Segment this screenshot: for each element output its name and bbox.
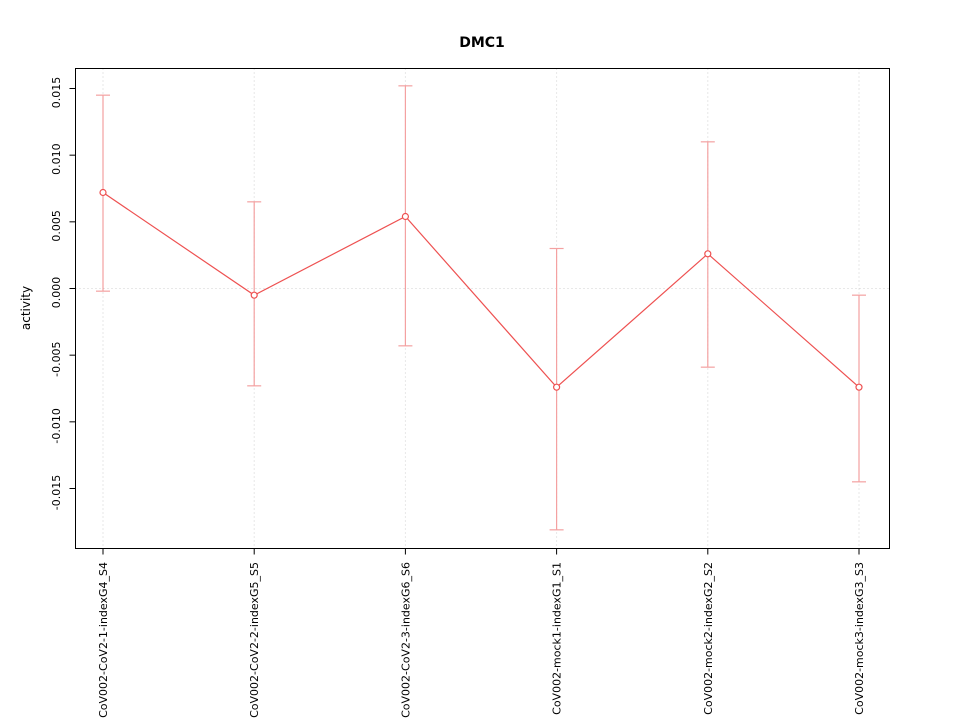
svg-text:0.015: 0.015 [50,77,63,109]
series-line [102,192,860,389]
svg-text:0.000: 0.000 [50,277,63,309]
plot-border [75,68,890,549]
axis-ticks [69,88,860,555]
svg-text:0.005: 0.005 [50,210,63,242]
svg-text:0.010: 0.010 [50,143,63,175]
y-axis-label: activity [19,286,33,330]
svg-text:CoV002-mock2-indexG2_S2: CoV002-mock2-indexG2_S2 [702,562,715,715]
chart-title: DMC1 [459,35,505,51]
error-bars [96,85,866,531]
svg-text:-0.005: -0.005 [50,341,63,376]
svg-text:CoV002-CoV2-3-indexG6_S6: CoV002-CoV2-3-indexG6_S6 [399,562,412,718]
data-points [99,188,863,391]
svg-text:-0.015: -0.015 [50,475,63,510]
svg-text:CoV002-mock3-indexG3_S3: CoV002-mock3-indexG3_S3 [853,562,866,715]
svg-text:CoV002-CoV2-2-indexG5_S5: CoV002-CoV2-2-indexG5_S5 [248,562,261,718]
gridlines [75,68,890,549]
x-axis-tick-labels: CoV002-CoV2-1-indexG4_S4 CoV002-CoV2-2-in… [97,562,866,718]
svg-text:CoV002-CoV2-1-indexG4_S4: CoV002-CoV2-1-indexG4_S4 [97,562,110,718]
svg-text:-0.010: -0.010 [50,408,63,443]
svg-text:CoV002-mock1-indexG1_S1: CoV002-mock1-indexG1_S1 [551,562,564,715]
y-axis-tick-labels: -0.015 -0.010 -0.005 0.000 0.005 0.010 0.015 [50,77,63,510]
